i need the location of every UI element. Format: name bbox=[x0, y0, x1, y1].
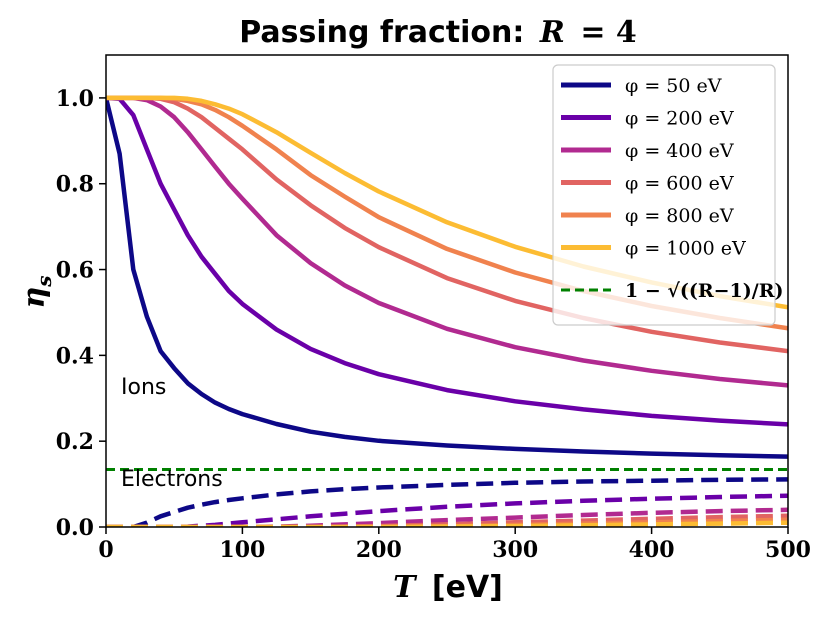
electron-line-1000 bbox=[106, 520, 788, 527]
ion-line-50 bbox=[106, 97, 788, 459]
axes: 0 100 200 300 400 500 0.0 0.2 0.4 0.6 0.8 1.0 bbox=[56, 54, 811, 563]
y-tick-label-0.8: 0.8 bbox=[56, 172, 94, 198]
x-tick-label-200: 200 bbox=[356, 537, 402, 563]
electron-line-200 bbox=[106, 493, 788, 527]
electron-line-600 bbox=[106, 513, 788, 527]
y-tick-label-0.2: 0.2 bbox=[56, 429, 94, 455]
y-tick-label-0: 0.0 bbox=[56, 515, 94, 541]
legend-label-600: φ = 600 eV bbox=[625, 173, 734, 195]
annotations: Ions Electrons bbox=[121, 375, 223, 492]
legend-label-reference: 1 − √((R−1)/R) bbox=[625, 280, 783, 302]
electron-line-400 bbox=[106, 507, 788, 527]
y-axis-label: ηs bbox=[17, 275, 56, 308]
x-axis-label-unit: [eV] bbox=[432, 570, 503, 605]
y-tick-label-0.4: 0.4 bbox=[56, 343, 94, 369]
x-tick-label-0: 0 bbox=[98, 537, 113, 563]
chart-title-eq: = 4 bbox=[580, 15, 636, 50]
legend-label-400: φ = 400 eV bbox=[625, 140, 734, 162]
x-axis-label-var: T bbox=[393, 570, 418, 605]
y-axis-label-sub: s bbox=[32, 275, 56, 287]
x-tick-label-100: 100 bbox=[219, 537, 265, 563]
y-tick-label-1: 1.0 bbox=[56, 86, 94, 112]
legend-label-800: φ = 800 eV bbox=[625, 205, 734, 227]
legend-label-200: φ = 200 eV bbox=[625, 108, 734, 130]
legend-box bbox=[552, 64, 776, 326]
legend-label-50: φ = 50 eV bbox=[625, 75, 722, 97]
legend-label-1000: φ = 1000 eV bbox=[625, 238, 746, 260]
axes-frame bbox=[105, 54, 789, 528]
annotation-electrons: Electrons bbox=[121, 467, 223, 492]
electron-line-50 bbox=[106, 477, 788, 527]
annotation-ions: Ions bbox=[121, 375, 166, 400]
x-tick-label-400: 400 bbox=[629, 537, 675, 563]
x-tick-label-500: 500 bbox=[765, 537, 811, 563]
y-axis-label-var: η bbox=[17, 287, 52, 309]
svg-text:Passing fraction: R: Passing fraction: R = 4 bbox=[239, 15, 637, 50]
chart-title-var: R bbox=[539, 15, 565, 50]
x-tick-label-300: 300 bbox=[492, 537, 538, 563]
x-axis-label: T [eV] bbox=[393, 570, 503, 605]
ion-line-400 bbox=[106, 95, 788, 388]
chart-title: Passing fraction: R = 4 bbox=[239, 15, 637, 50]
chart-title-prefix: Passing fraction: bbox=[239, 15, 524, 50]
y-tick-label-0.6: 0.6 bbox=[56, 258, 94, 284]
legend: φ = 50 eV φ = 200 eV φ = 400 eV φ = 600 eV φ… bbox=[552, 64, 783, 326]
ion-line-200 bbox=[106, 95, 788, 427]
